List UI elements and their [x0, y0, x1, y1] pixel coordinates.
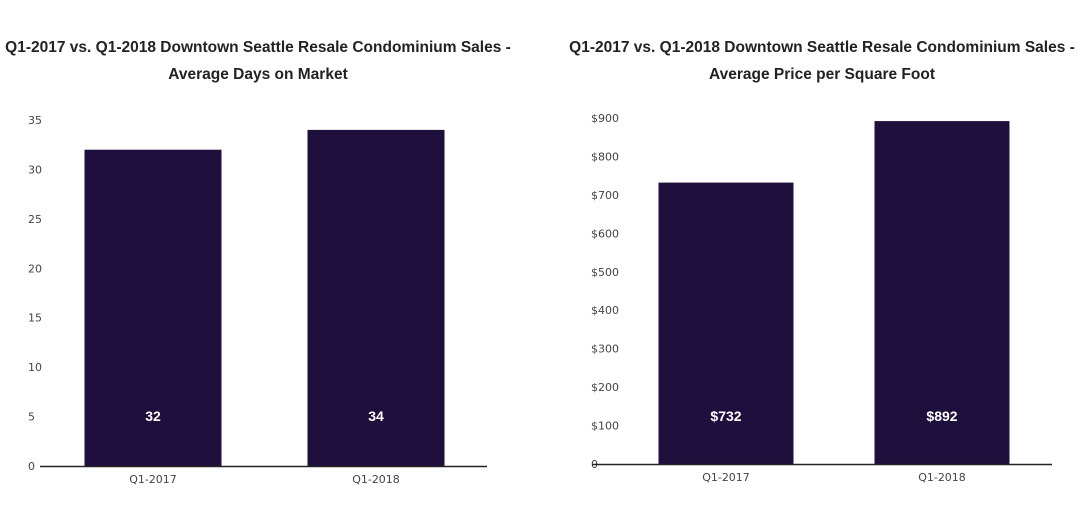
y-tick-label: 20: [28, 262, 42, 275]
y-tick-label: 5: [28, 411, 35, 424]
y-tick-label: $500: [591, 266, 619, 279]
chart-title-line-2: Average Days on Market: [168, 66, 347, 83]
y-tick-label: 15: [28, 312, 42, 325]
bar: [84, 149, 222, 466]
bar-data-label: $732: [710, 408, 741, 424]
y-tick-label: 10: [28, 361, 42, 374]
bar: [874, 121, 1010, 464]
y-tick-label: $600: [591, 227, 619, 240]
y-tick-label: $200: [591, 381, 619, 394]
chart-title-line-1: Q1-2017 vs. Q1-2018 Downtown Seattle Res…: [569, 39, 1075, 56]
x-category-label: Q1-2017: [702, 471, 750, 484]
bar: [658, 182, 794, 464]
y-tick-label: $700: [591, 189, 619, 202]
y-tick-label: $400: [591, 304, 619, 317]
x-category-label: Q1-2018: [918, 471, 966, 484]
chart-title-line-1: Q1-2017 vs. Q1-2018 Downtown Seattle Res…: [5, 39, 511, 56]
x-category-label: Q1-2018: [352, 473, 400, 486]
y-tick-label: $300: [591, 343, 619, 356]
chart-title-line-2: Average Price per Square Foot: [709, 66, 935, 83]
y-tick-label: $900: [591, 112, 619, 125]
y-tick-label: 0: [28, 460, 35, 473]
bar-data-label: 32: [145, 408, 161, 424]
bar: [307, 129, 445, 466]
chart-days-on-market: Q1-2017 vs. Q1-2018 Downtown Seattle Res…: [5, 39, 511, 486]
y-tick-label: $800: [591, 150, 619, 163]
x-category-label: Q1-2017: [129, 473, 177, 486]
y-tick-label: 35: [28, 114, 42, 127]
y-tick-label: $100: [591, 420, 619, 433]
bar-data-label: $892: [926, 408, 957, 424]
bar-data-label: 34: [368, 408, 384, 424]
y-tick-label: 25: [28, 213, 42, 226]
y-tick-label: 30: [28, 163, 42, 176]
chart-price-per-sqft: Q1-2017 vs. Q1-2018 Downtown Seattle Res…: [569, 39, 1075, 484]
